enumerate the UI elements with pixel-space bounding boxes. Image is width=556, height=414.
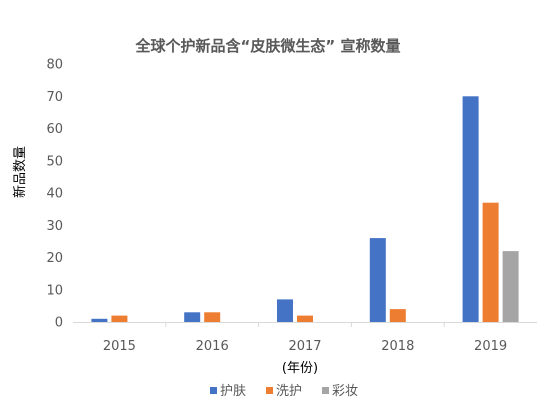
bar-2016-series-0 — [184, 312, 201, 322]
x-tick-label: 2016 — [196, 339, 229, 354]
y-tick-label: 10 — [46, 283, 63, 298]
bar-2016-series-1 — [204, 312, 221, 322]
legend-label: 彩妆 — [332, 384, 358, 399]
y-tick-label: 50 — [46, 154, 63, 169]
bar-2018-series-0 — [369, 238, 386, 322]
bar-2017-series-0 — [277, 299, 293, 322]
x-tick-label: 2017 — [288, 339, 321, 354]
x-axis-label: (年份) — [282, 361, 318, 376]
legend-label: 护肤 — [220, 384, 246, 399]
y-tick-label: 20 — [46, 251, 63, 266]
legend: 护肤 洗护 彩妆 — [210, 384, 358, 399]
x-tick-label: 2018 — [381, 339, 414, 354]
y-axis-ticks: 0 10 20 30 40 50 60 70 80 — [46, 58, 63, 331]
y-tick-label: 60 — [46, 122, 63, 137]
x-tick-label: 2015 — [103, 339, 136, 354]
y-tick-label: 80 — [46, 58, 63, 73]
legend-label: 洗护 — [276, 384, 302, 399]
y-tick-label: 30 — [46, 219, 63, 234]
legend-swatch — [322, 387, 329, 394]
x-tick-label: 2019 — [474, 339, 507, 354]
bar-2019-series-1 — [482, 202, 499, 322]
y-tick-label: 70 — [46, 90, 63, 105]
y-tick-label: 0 — [55, 316, 63, 331]
bar-2018-series-1 — [389, 309, 406, 322]
bar-2019-series-2 — [502, 251, 519, 322]
y-tick-label: 40 — [46, 187, 63, 202]
bars — [91, 96, 519, 323]
chart-title: 全球个护新品含“皮肤微生态” 宣称数量 — [135, 37, 401, 55]
legend-swatch — [210, 387, 217, 394]
bar-2017-series-1 — [297, 315, 313, 322]
bar-2015-series-1 — [111, 315, 128, 322]
legend-swatch — [266, 387, 273, 394]
y-axis-label: 新品数量 — [12, 146, 28, 198]
bar-2015-series-0 — [91, 318, 108, 322]
bar-2019-series-0 — [462, 96, 479, 323]
x-axis-ticks: 2015 2016 2017 2018 2019 — [103, 322, 507, 354]
